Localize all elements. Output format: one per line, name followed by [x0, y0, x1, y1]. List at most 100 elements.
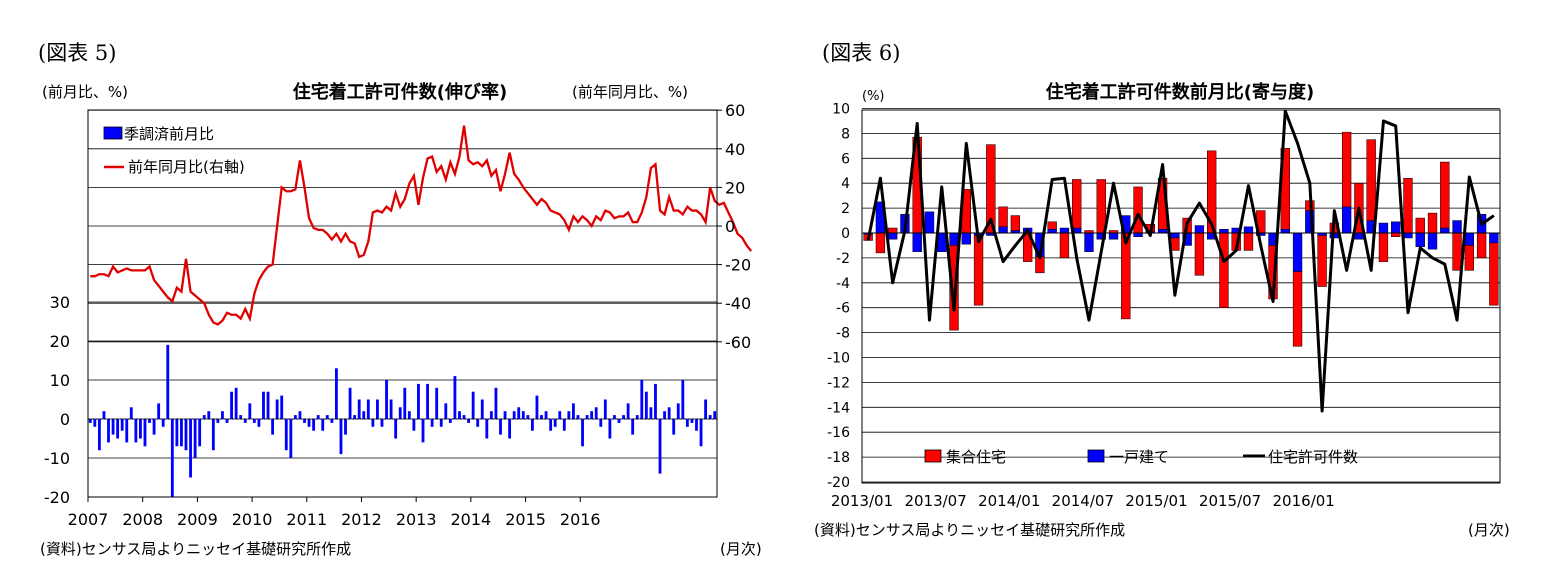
- chart5-bar: [417, 383, 420, 419]
- chart5-bar: [316, 415, 320, 419]
- chart5-bar: [453, 376, 457, 419]
- figure-label-5: (図表 5): [38, 41, 116, 65]
- chart5-bar: [626, 403, 630, 419]
- chart5-bar: [334, 368, 338, 419]
- chart6-bar-single-family: [961, 232, 971, 245]
- chart5-x-tick-label: 2007: [68, 510, 109, 529]
- chart6-bar-multifamily: [1403, 177, 1413, 234]
- chart5-left-tick-label: -20: [44, 488, 70, 507]
- chart6-bar-multifamily: [1121, 232, 1131, 320]
- chart5-bar: [198, 419, 202, 447]
- chart5-bar: [389, 399, 393, 419]
- chart5-bar: [581, 419, 584, 447]
- left-axis-unit-label: (前月比、%): [42, 83, 128, 101]
- chart5-bar: [585, 415, 589, 419]
- right-axis-unit-label: (前年同月比、%): [572, 83, 688, 101]
- chart6-y-tick-label: 8: [841, 126, 850, 142]
- chart5-bar: [676, 403, 680, 419]
- chart5-bar: [252, 419, 256, 423]
- chart5-bar: [257, 419, 261, 427]
- chart5-bar: [444, 403, 448, 419]
- chart6-x-tick-label: 2016/01: [1273, 492, 1335, 510]
- chart5-left-tick-label: -10: [44, 449, 70, 468]
- chart6-x-tick-label: 2013/07: [904, 492, 966, 510]
- chart5-bar: [663, 411, 666, 419]
- chart5-bar: [166, 344, 170, 419]
- chart6-bar-multifamily: [1047, 221, 1057, 230]
- chart5-bar: [225, 419, 229, 423]
- chart6-bar-single-family: [1219, 229, 1229, 234]
- chart5-x-tick-label: 2013: [396, 510, 437, 529]
- chart6-x-tick-label: 2015/01: [1125, 492, 1187, 510]
- chart6-y-tick-label: -4: [836, 276, 850, 292]
- chart6-bar-single-family: [1292, 232, 1303, 272]
- chart6-y-tick-label: -20: [827, 475, 850, 491]
- chart5-bar: [129, 407, 133, 419]
- chart6-bar-multifamily: [1219, 232, 1229, 308]
- chart6-bar-multifamily: [1464, 245, 1474, 271]
- chart5-bar: [239, 415, 243, 419]
- chart6-bar-multifamily: [1059, 232, 1070, 259]
- chart6-y-tick-label: 2: [841, 201, 850, 217]
- chart5-bar: [362, 411, 366, 419]
- figure-label-6: (図表 6): [822, 41, 900, 65]
- chart5-bar: [558, 411, 562, 419]
- chart5-bar: [193, 419, 197, 458]
- chart6-y-tick-label: 0: [841, 226, 850, 242]
- chart5-bar: [339, 419, 343, 455]
- chart5-bar: [590, 411, 594, 419]
- chart5-bar: [690, 419, 694, 423]
- chart6-bar-multifamily: [1415, 217, 1425, 234]
- chart5-bar: [480, 399, 484, 419]
- chart5-bar: [139, 419, 142, 439]
- chart5-bar: [170, 419, 174, 497]
- chart5-bar: [613, 415, 616, 419]
- chart6-bar-single-family: [1243, 226, 1254, 234]
- legend-label-permits: 住宅許可件数: [1268, 448, 1358, 466]
- chart5-bar: [458, 411, 461, 419]
- chart5-x-tick-label: 2016: [560, 510, 601, 529]
- chart6-bar-multifamily: [1378, 232, 1389, 262]
- chart6-y-unit-label: (%): [862, 89, 885, 104]
- chart6-bar-single-family: [1391, 221, 1401, 234]
- chart5-bar: [307, 419, 311, 427]
- chart6-bar-single-family: [1440, 227, 1450, 234]
- chart6-bar-multifamily: [949, 245, 959, 331]
- chart6-x-tick-label: 2013/01: [831, 492, 893, 510]
- chart5-bar: [544, 411, 548, 419]
- chart5-bar: [708, 415, 712, 419]
- chart5-bar: [280, 395, 284, 419]
- chart5-bar: [134, 419, 138, 443]
- chart5-x-tick-label: 2015: [505, 510, 546, 529]
- chart5-bar: [325, 415, 329, 419]
- chart6-axes: 10 8 6 4 2 0 -2 -4 -6 -8 -10 -12 -14 -16 -18 -202013/01…: [827, 102, 1501, 510]
- chart6-bar-single-family: [1403, 232, 1413, 239]
- chart6-bar-single-family: [912, 232, 922, 252]
- chart5-right-tick-label: 20: [725, 178, 745, 197]
- chart5-bar: [448, 419, 452, 423]
- chart5-bar: [289, 419, 293, 458]
- chart6-bar-single-family: [949, 232, 959, 246]
- chart5-bar: [631, 419, 635, 435]
- chart-title-growth-rate: 住宅着工許可件数(伸び率): [293, 81, 507, 103]
- chart5-bar: [152, 419, 156, 435]
- chart6-x-tick-label: 2015/07: [1199, 492, 1261, 510]
- chart6-bar-single-family: [1378, 222, 1389, 234]
- chart5-bar: [512, 411, 516, 419]
- chart6-bar-multifamily: [1010, 215, 1021, 231]
- chart5-left-tick-label: 0: [60, 410, 70, 429]
- chart5-bar: [499, 419, 502, 435]
- chart6-bar-single-family: [1280, 229, 1290, 234]
- chart5-bar: [535, 395, 539, 419]
- source-note-5: (資料)センサス局よりニッセイ基礎研究所作成: [40, 540, 351, 558]
- chart6-bar-multifamily: [1440, 161, 1450, 229]
- chart5-x-tick-label: 2008: [122, 510, 163, 529]
- chart5-bar: [476, 419, 480, 427]
- chart5-bar: [503, 411, 507, 419]
- chart5-bar: [266, 391, 270, 419]
- chart5-bar: [284, 419, 288, 451]
- chart5-bar: [221, 411, 224, 419]
- chart6-bar-multifamily: [1317, 235, 1327, 287]
- chart5-bar: [398, 407, 402, 419]
